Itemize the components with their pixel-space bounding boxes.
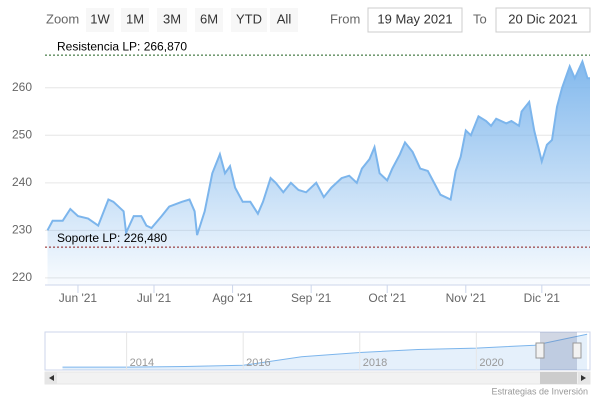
y-tick-label: 230 xyxy=(12,223,32,237)
navigator-handle[interactable] xyxy=(535,342,545,359)
navigator-area xyxy=(62,334,588,370)
range-button-label[interactable]: All xyxy=(277,11,292,26)
range-button[interactable] xyxy=(157,8,187,32)
x-tick-label: Oct '21 xyxy=(368,291,406,305)
to-label: To xyxy=(473,11,487,26)
range-button-label[interactable]: 6M xyxy=(200,11,218,26)
scrollbar-track xyxy=(44,371,591,385)
x-tick-label: Ago '21 xyxy=(212,291,253,305)
y-tick-label: 250 xyxy=(12,127,32,141)
x-tick-label: Jul '21 xyxy=(137,291,172,305)
range-button[interactable] xyxy=(86,8,114,32)
navigator-line xyxy=(62,333,588,368)
line xyxy=(46,58,590,237)
from-date[interactable]: 19 May 2021 xyxy=(377,11,452,26)
credits: Estrategias de Inversión xyxy=(491,386,588,396)
navigator-selection xyxy=(540,332,577,370)
scroll-left-arrow xyxy=(49,375,54,381)
range-button[interactable] xyxy=(195,8,223,32)
navigator-tick-label: 2020 xyxy=(479,357,503,369)
scroll-right-arrow xyxy=(581,375,586,381)
navigator-tick-label: 2018 xyxy=(363,357,387,369)
x-tick-label: Sep '21 xyxy=(291,291,332,305)
navigator-frame xyxy=(44,331,591,371)
x-tick-label: Jun '21 xyxy=(59,291,98,305)
y-tick-label: 260 xyxy=(12,80,32,94)
area xyxy=(47,61,590,285)
from-label: From xyxy=(330,11,360,26)
range-button-label[interactable]: 3M xyxy=(163,11,181,26)
y-tick-label: 220 xyxy=(12,270,32,284)
plot-line-label: Resistencia LP: 266,870 xyxy=(57,39,187,53)
range-button-label[interactable]: 1M xyxy=(126,11,144,26)
x-tick-label: Dic '21 xyxy=(524,291,561,305)
range-button-label[interactable]: YTD xyxy=(236,11,262,26)
zoom-label: Zoom xyxy=(46,11,79,26)
from-input[interactable] xyxy=(367,7,463,33)
x-tick-label: Nov '21 xyxy=(446,291,487,305)
scrollbar-thumb[interactable] xyxy=(540,372,577,384)
y-tick-label: 240 xyxy=(12,175,32,189)
plot-line-label: Soporte LP: 226,480 xyxy=(57,231,167,245)
navigator-tick-label: 2014 xyxy=(130,357,154,369)
navigator-tick-label: 2016 xyxy=(246,357,270,369)
to-date[interactable]: 20 Dic 2021 xyxy=(508,11,577,26)
range-button-label[interactable]: 1W xyxy=(90,11,110,26)
range-button[interactable] xyxy=(270,8,298,32)
navigator-handle[interactable] xyxy=(572,342,582,359)
to-input[interactable] xyxy=(495,7,591,33)
range-button[interactable] xyxy=(231,8,267,32)
range-button[interactable] xyxy=(121,8,149,32)
